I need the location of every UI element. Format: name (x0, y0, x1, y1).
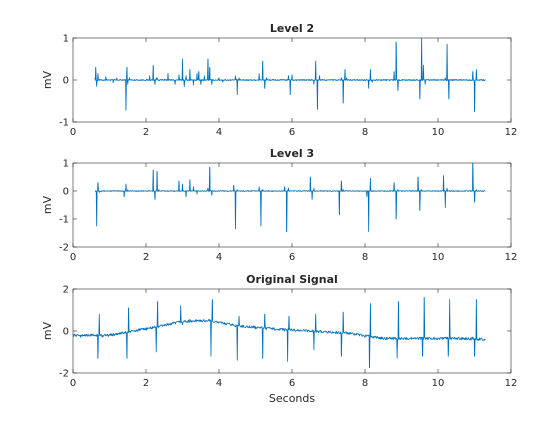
signal-line (94, 38, 486, 112)
x-tick-label: 2 (143, 252, 149, 263)
x-tick-label: 6 (289, 378, 295, 389)
y-tick-label: -1 (59, 118, 69, 129)
subplot-title: Level 3 (270, 147, 314, 160)
y-tick-label: 1 (63, 159, 69, 170)
x-tick-label: 8 (362, 252, 368, 263)
x-tick-label: 2 (143, 378, 149, 389)
y-tick-label: -2 (59, 243, 69, 254)
y-axis-label: mV (41, 321, 54, 340)
subplot-2: 0 2 4 6 8 10 12 -2 -1 0 1 Level 3 mV (41, 147, 517, 263)
plot-area (72, 288, 512, 374)
x-tick-label: 4 (216, 378, 222, 389)
signal-line (73, 297, 486, 369)
x-tick-label: 4 (216, 252, 222, 263)
x-tick-label: 6 (289, 127, 295, 138)
x-tick-label: 0 (70, 252, 76, 263)
subplot-title: Original Signal (246, 273, 338, 286)
x-tick-label: 4 (216, 127, 222, 138)
plot-area (72, 162, 512, 248)
x-axis-label: Seconds (269, 392, 315, 405)
y-tick-label: -2 (59, 369, 69, 380)
x-tick-label: 10 (432, 127, 445, 138)
y-axis-label: mV (41, 195, 54, 214)
x-tick-label: 6 (289, 252, 295, 263)
y-tick-label: 0 (63, 187, 69, 198)
y-tick-label: 0 (63, 327, 69, 338)
y-axis-label: mV (41, 70, 54, 89)
x-tick-label: 10 (432, 252, 445, 263)
x-tick-label: 2 (143, 127, 149, 138)
x-tick-label: 0 (70, 378, 76, 389)
x-tick-label: 12 (505, 127, 518, 138)
x-tick-label: 8 (362, 127, 368, 138)
subplot-title: Level 2 (270, 22, 314, 35)
y-tick-label: 1 (63, 34, 69, 45)
x-tick-label: 8 (362, 378, 368, 389)
x-tick-label: 12 (505, 252, 518, 263)
x-tick-label: 0 (70, 127, 76, 138)
y-tick-label: 2 (63, 285, 69, 296)
y-tick-label: 0 (63, 76, 69, 87)
y-tick-label: -1 (59, 215, 69, 226)
x-tick-label: 12 (505, 378, 518, 389)
signal-line (94, 163, 486, 232)
x-tick-label: 10 (432, 378, 445, 389)
